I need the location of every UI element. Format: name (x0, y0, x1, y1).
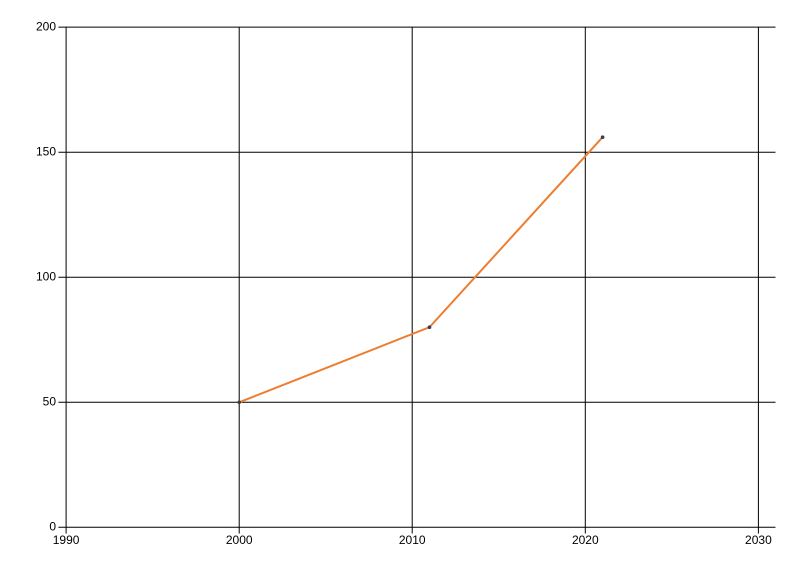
svg-text:0: 0 (49, 520, 56, 534)
svg-text:1990: 1990 (53, 533, 80, 547)
svg-text:2000: 2000 (226, 533, 253, 547)
svg-text:2030: 2030 (745, 533, 772, 547)
svg-text:100: 100 (36, 270, 56, 284)
svg-text:2020: 2020 (572, 533, 599, 547)
svg-text:150: 150 (36, 145, 56, 159)
svg-text:2010: 2010 (399, 533, 426, 547)
svg-text:50: 50 (43, 395, 57, 409)
svg-text:200: 200 (36, 20, 56, 34)
